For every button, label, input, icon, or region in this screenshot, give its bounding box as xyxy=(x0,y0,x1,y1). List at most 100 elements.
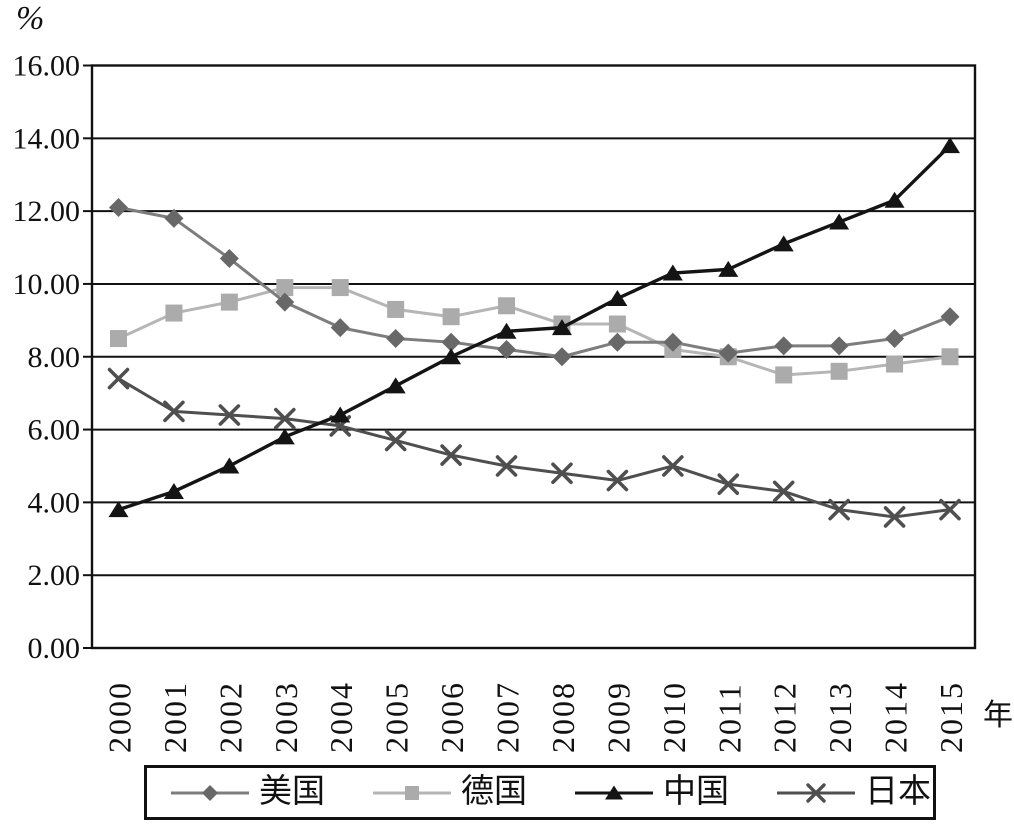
y-tick-label: 10.00 xyxy=(13,268,81,301)
x-tick-label: 2006 xyxy=(434,681,470,753)
x-icon xyxy=(806,782,826,803)
marker-japan-2013 xyxy=(828,498,850,521)
marker-japan-2009 xyxy=(606,469,629,492)
marker-usa-2006 xyxy=(441,332,461,352)
x-tick-label: 2001 xyxy=(157,681,193,753)
x-axis-unit-label: 年 xyxy=(983,699,1013,732)
marker-japan-2002 xyxy=(218,404,241,426)
marker-japan-2000 xyxy=(107,367,130,390)
marker-germany-2003 xyxy=(276,279,294,297)
marker-germany-2004 xyxy=(331,279,349,297)
marker-usa-2008 xyxy=(552,347,572,367)
marker-germany-2007 xyxy=(498,297,516,315)
marker-germany-2006 xyxy=(442,308,460,326)
x-tick-label: 2005 xyxy=(379,681,415,753)
marker-usa-2007 xyxy=(497,339,517,359)
marker-usa-2014 xyxy=(885,329,905,349)
y-tick-label: 0.00 xyxy=(28,632,81,665)
x-tick-label: 2003 xyxy=(268,681,304,753)
line-chart: 0.00 2.00 4.00 6.00 8.00 10.00 12.00 14.00 16.00… xyxy=(13,50,977,753)
legend-swatch-usa xyxy=(171,784,249,801)
y-axis-unit-label: % xyxy=(16,0,45,37)
y-axis-ticks xyxy=(83,64,92,649)
x-tick-label: 2015 xyxy=(933,681,969,753)
legend-item-germany: 德国 xyxy=(371,776,527,809)
marker-germany-2012 xyxy=(775,366,793,384)
gridlines xyxy=(92,137,975,577)
marker-japan-2012 xyxy=(772,480,795,503)
marker-japan-2011 xyxy=(717,473,740,495)
x-tick-label: 2010 xyxy=(656,681,692,753)
marker-japan-2001 xyxy=(163,400,185,423)
diamond-icon xyxy=(202,784,218,801)
y-tick-label: 16.00 xyxy=(13,50,81,83)
marker-japan-2003 xyxy=(274,407,296,430)
marker-germany-2005 xyxy=(387,300,405,318)
marker-japan-2010 xyxy=(662,455,684,477)
series-germany xyxy=(110,279,959,384)
x-axis-labels: 2000 2001 2002 2003 2004 2005 2006 2007 2008 2009… xyxy=(102,681,970,753)
x-tick-label: 2013 xyxy=(822,681,858,753)
marker-usa-2015 xyxy=(940,307,960,327)
series-line-germany xyxy=(117,286,951,377)
y-tick-label: 6.00 xyxy=(28,414,81,447)
legend-item-china: 中国 xyxy=(573,776,729,809)
series-line-japan xyxy=(117,377,951,519)
legend-label-china: 中国 xyxy=(663,774,729,810)
square-icon xyxy=(405,785,419,800)
marker-japan-2006 xyxy=(440,444,462,466)
legend-item-usa: 美国 xyxy=(169,776,325,809)
legend: 美国 德国 中国 日本 xyxy=(144,765,936,820)
series-line-china xyxy=(117,144,952,512)
marker-germany-2000 xyxy=(110,330,127,348)
plot-border xyxy=(90,64,977,650)
marker-china-2014 xyxy=(884,191,905,208)
marker-japan-2007 xyxy=(495,455,518,477)
marker-germany-2015 xyxy=(941,348,959,366)
x-tick-label: 2007 xyxy=(490,681,526,753)
y-tick-label: 12.00 xyxy=(13,195,81,228)
marker-usa-2000 xyxy=(109,197,128,217)
marker-usa-2012 xyxy=(774,336,794,356)
series-japan xyxy=(107,367,961,528)
marker-china-2008 xyxy=(551,319,572,336)
legend-label-usa: 美国 xyxy=(259,774,325,810)
y-tick-label: 14.00 xyxy=(13,122,81,155)
series-china xyxy=(108,137,960,518)
marker-usa-2003 xyxy=(275,292,295,312)
marker-china-2012 xyxy=(773,235,794,252)
marker-usa-2009 xyxy=(607,332,627,352)
y-tick-label: 4.00 xyxy=(28,486,81,519)
marker-china-2005 xyxy=(385,377,406,394)
legend-label-japan: 日本 xyxy=(865,774,931,810)
marker-usa-2002 xyxy=(219,248,239,268)
x-tick-label: 2004 xyxy=(323,681,359,753)
marker-china-2007 xyxy=(496,322,517,339)
marker-usa-2013 xyxy=(829,336,849,356)
marker-japan-2015 xyxy=(939,498,961,521)
series-usa xyxy=(109,197,960,367)
y-tick-label: 8.00 xyxy=(28,341,81,374)
marker-china-2006 xyxy=(441,348,462,365)
legend-swatch-japan xyxy=(777,782,855,803)
marker-germany-2014 xyxy=(886,355,904,373)
marker-china-2011 xyxy=(718,260,739,277)
marker-china-2000 xyxy=(108,501,129,518)
marker-japan-2008 xyxy=(551,462,573,485)
marker-usa-2011 xyxy=(718,343,738,363)
x-tick-label: 2014 xyxy=(878,681,914,753)
series-line-usa xyxy=(118,206,951,359)
x-tick-label: 2012 xyxy=(767,681,803,753)
marker-germany-2013 xyxy=(830,362,848,380)
y-tick-label: 2.00 xyxy=(28,559,81,592)
marker-china-2010 xyxy=(662,264,683,281)
marker-usa-2005 xyxy=(386,329,406,349)
marker-usa-2010 xyxy=(663,332,683,352)
x-tick-label: 2011 xyxy=(711,682,747,753)
marker-usa-2004 xyxy=(330,318,350,338)
marker-usa-2001 xyxy=(164,208,184,228)
marker-germany-2009 xyxy=(608,315,626,333)
legend-item-japan: 日本 xyxy=(775,776,931,809)
marker-germany-2001 xyxy=(165,304,183,322)
